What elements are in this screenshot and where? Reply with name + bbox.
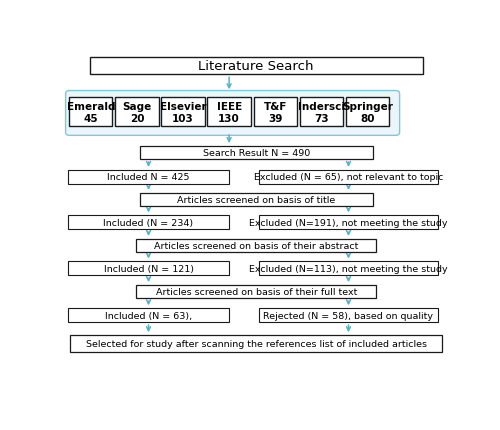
FancyBboxPatch shape bbox=[258, 216, 438, 230]
FancyBboxPatch shape bbox=[140, 194, 372, 206]
Text: Sage
20: Sage 20 bbox=[122, 102, 152, 123]
Text: Literature Search: Literature Search bbox=[198, 60, 314, 73]
FancyBboxPatch shape bbox=[115, 98, 158, 127]
FancyBboxPatch shape bbox=[136, 286, 376, 298]
FancyBboxPatch shape bbox=[136, 240, 376, 252]
Text: Included N = 425: Included N = 425 bbox=[108, 173, 190, 182]
FancyBboxPatch shape bbox=[300, 98, 343, 127]
Text: T&F
39: T&F 39 bbox=[264, 102, 287, 123]
FancyBboxPatch shape bbox=[140, 147, 372, 160]
Text: Rejected (N = 58), based on quality: Rejected (N = 58), based on quality bbox=[264, 311, 434, 320]
Text: Selected for study after scanning the references list of included articles: Selected for study after scanning the re… bbox=[86, 339, 427, 348]
FancyBboxPatch shape bbox=[68, 216, 229, 230]
Text: Elsevier
103: Elsevier 103 bbox=[160, 102, 206, 123]
Text: Emerald
45: Emerald 45 bbox=[66, 102, 115, 123]
Text: Excluded (N=113), not meeting the study: Excluded (N=113), not meeting the study bbox=[249, 264, 448, 273]
FancyBboxPatch shape bbox=[162, 98, 204, 127]
FancyBboxPatch shape bbox=[254, 98, 297, 127]
FancyBboxPatch shape bbox=[258, 170, 438, 184]
Text: Springer
80: Springer 80 bbox=[342, 102, 393, 123]
FancyBboxPatch shape bbox=[258, 309, 438, 322]
Text: Included (N = 63),: Included (N = 63), bbox=[105, 311, 192, 320]
Text: IEEE
130: IEEE 130 bbox=[216, 102, 242, 123]
Text: Excluded (N = 65), not relevant to topic: Excluded (N = 65), not relevant to topic bbox=[254, 173, 443, 182]
Text: Excluded (N=191), not meeting the study: Excluded (N=191), not meeting the study bbox=[249, 218, 448, 227]
Text: Included (N = 234): Included (N = 234) bbox=[104, 218, 194, 227]
Text: Included (N = 121): Included (N = 121) bbox=[104, 264, 194, 273]
FancyBboxPatch shape bbox=[68, 170, 229, 184]
FancyBboxPatch shape bbox=[66, 91, 400, 136]
Text: Articles screened on basis of their full text: Articles screened on basis of their full… bbox=[156, 288, 357, 296]
FancyBboxPatch shape bbox=[208, 98, 251, 127]
Text: Search Result N = 490: Search Result N = 490 bbox=[202, 149, 310, 158]
FancyBboxPatch shape bbox=[70, 335, 442, 352]
FancyBboxPatch shape bbox=[68, 262, 229, 276]
FancyBboxPatch shape bbox=[258, 262, 438, 276]
FancyBboxPatch shape bbox=[346, 98, 389, 127]
Text: Indersci
73: Indersci 73 bbox=[298, 102, 345, 123]
Text: Articles screened on basis of their abstract: Articles screened on basis of their abst… bbox=[154, 242, 358, 250]
FancyBboxPatch shape bbox=[90, 58, 423, 75]
FancyBboxPatch shape bbox=[68, 309, 229, 322]
Text: Articles screened on basis of title: Articles screened on basis of title bbox=[177, 196, 336, 204]
FancyBboxPatch shape bbox=[69, 98, 112, 127]
